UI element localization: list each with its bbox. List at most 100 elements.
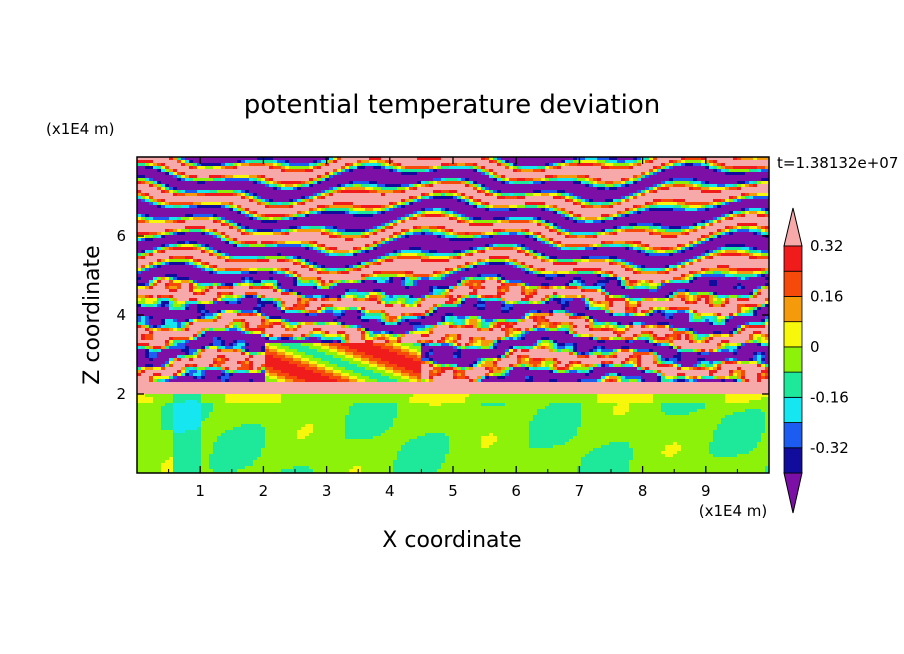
field-cell xyxy=(341,181,346,185)
field-cell xyxy=(217,172,222,176)
field-cell xyxy=(509,232,514,236)
field-cell xyxy=(493,247,498,251)
field-cell xyxy=(517,226,522,230)
field-cell xyxy=(257,163,262,167)
field-cell xyxy=(281,169,286,173)
field-cell xyxy=(737,238,742,242)
field-cell xyxy=(357,250,362,254)
field-cell xyxy=(417,241,422,245)
field-cell xyxy=(273,244,278,248)
field-cell xyxy=(569,220,574,224)
field-cell xyxy=(693,220,698,224)
field-cell xyxy=(321,223,326,227)
field-cell xyxy=(397,163,402,167)
field-cell xyxy=(325,169,330,173)
field-cell xyxy=(205,199,210,203)
field-cell xyxy=(601,226,606,230)
field-cell xyxy=(389,157,394,161)
field-cell xyxy=(261,193,266,197)
field-cell xyxy=(729,220,734,224)
field-cell xyxy=(453,238,458,242)
field-cell xyxy=(317,220,322,224)
field-cell xyxy=(701,184,706,188)
field-cell xyxy=(329,187,334,191)
field-cell xyxy=(437,226,442,230)
field-cell xyxy=(673,160,678,164)
field-cell xyxy=(301,238,306,242)
field-cell xyxy=(765,187,769,191)
field-cell xyxy=(389,211,394,215)
field-cell xyxy=(521,202,526,206)
field-cell xyxy=(593,208,598,212)
field-cell xyxy=(529,178,534,182)
field-cell xyxy=(721,211,726,215)
field-cell xyxy=(613,163,618,167)
field-cell xyxy=(417,178,422,182)
field-cell xyxy=(433,175,438,179)
field-cell xyxy=(601,181,606,185)
field-cell xyxy=(321,229,326,233)
field-cell xyxy=(225,184,230,188)
field-cell xyxy=(349,220,354,224)
field-cell xyxy=(397,202,402,206)
field-cell xyxy=(597,190,602,194)
field-cell xyxy=(601,205,606,209)
field-cell xyxy=(457,166,462,170)
field-cell xyxy=(429,208,434,212)
field-cell xyxy=(281,163,286,167)
field-cell xyxy=(621,193,626,197)
field-cell xyxy=(561,166,566,170)
field-cell xyxy=(629,187,634,191)
field-cell xyxy=(669,235,674,239)
field-cell xyxy=(425,160,430,164)
field-cell xyxy=(541,235,546,239)
field-cell xyxy=(613,223,618,227)
field-cell xyxy=(429,226,434,230)
field-cell xyxy=(513,250,518,254)
field-cell xyxy=(501,211,506,215)
field-cell xyxy=(145,208,150,212)
field-cell xyxy=(265,166,270,170)
field-cell xyxy=(753,220,758,224)
field-cell xyxy=(425,157,430,161)
field-cell xyxy=(705,211,710,215)
field-cell xyxy=(689,232,694,236)
field-cell xyxy=(677,220,682,224)
field-cell xyxy=(161,235,166,239)
field-cell xyxy=(433,226,438,230)
field-cell xyxy=(573,247,578,251)
field-cell xyxy=(485,169,490,173)
field-cell xyxy=(637,181,642,185)
field-cell xyxy=(701,175,706,179)
field-cell xyxy=(301,208,306,212)
field-cell xyxy=(685,208,690,212)
field-cell xyxy=(569,244,574,248)
field-cell xyxy=(741,196,746,200)
field-cell xyxy=(633,238,638,242)
field-cell xyxy=(141,238,146,242)
field-cell xyxy=(253,229,258,233)
field-cell xyxy=(149,247,154,251)
field-cell xyxy=(725,232,730,236)
field-cell xyxy=(145,247,150,251)
field-cell xyxy=(405,250,410,254)
field-cell xyxy=(593,184,598,188)
field-cell xyxy=(501,196,506,200)
field-cell xyxy=(633,184,638,188)
field-cell xyxy=(681,247,686,251)
field-cell xyxy=(445,181,450,185)
field-cell xyxy=(601,196,606,200)
field-cell xyxy=(221,190,226,194)
field-cell xyxy=(565,232,570,236)
field-cell xyxy=(661,172,666,176)
field-cell xyxy=(729,166,734,170)
field-cell xyxy=(417,169,422,173)
field-cell xyxy=(185,193,190,197)
field-cell xyxy=(641,184,646,188)
field-cell xyxy=(193,217,198,221)
field-cell xyxy=(213,205,218,209)
field-cell xyxy=(285,226,290,230)
field-cell xyxy=(469,244,474,248)
field-cell xyxy=(437,172,442,176)
field-cell xyxy=(561,241,566,245)
